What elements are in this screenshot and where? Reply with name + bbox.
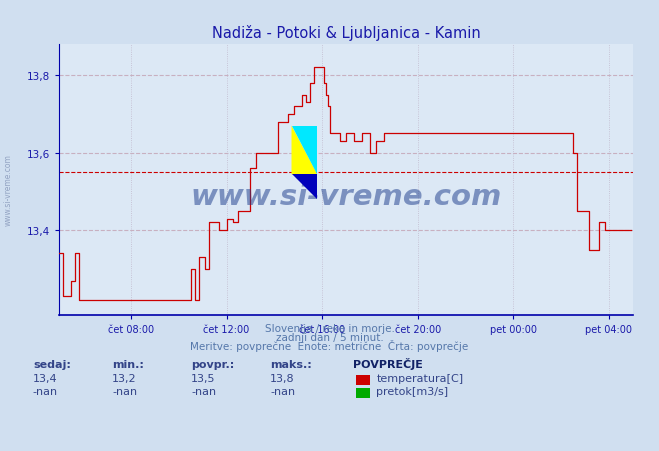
Polygon shape [291, 126, 318, 175]
Text: POVPREČJE: POVPREČJE [353, 358, 422, 369]
Text: www.si-vreme.com: www.si-vreme.com [3, 153, 13, 226]
Text: zadnji dan / 5 minut.: zadnji dan / 5 minut. [275, 332, 384, 342]
Text: sedaj:: sedaj: [33, 359, 71, 369]
Text: maks.:: maks.: [270, 359, 312, 369]
Text: 13,2: 13,2 [112, 373, 136, 383]
Title: Nadiža - Potoki & Ljubljanica - Kamin: Nadiža - Potoki & Ljubljanica - Kamin [212, 25, 480, 41]
Text: min.:: min.: [112, 359, 144, 369]
Text: 13,5: 13,5 [191, 373, 215, 383]
Text: -nan: -nan [112, 387, 137, 396]
Text: -nan: -nan [33, 387, 58, 396]
Text: pretok[m3/s]: pretok[m3/s] [376, 387, 448, 396]
Polygon shape [291, 126, 318, 175]
Text: povpr.:: povpr.: [191, 359, 235, 369]
Text: temperatura[C]: temperatura[C] [376, 373, 463, 383]
Text: Slovenija / reke in morje.: Slovenija / reke in morje. [264, 323, 395, 333]
Text: 13,8: 13,8 [270, 373, 295, 383]
Text: 13,4: 13,4 [33, 373, 57, 383]
Polygon shape [291, 175, 318, 199]
Text: www.si-vreme.com: www.si-vreme.com [190, 183, 501, 211]
Text: -nan: -nan [191, 387, 216, 396]
Text: Meritve: povprečne  Enote: metrične  Črta: povprečje: Meritve: povprečne Enote: metrične Črta:… [190, 340, 469, 351]
Text: -nan: -nan [270, 387, 295, 396]
